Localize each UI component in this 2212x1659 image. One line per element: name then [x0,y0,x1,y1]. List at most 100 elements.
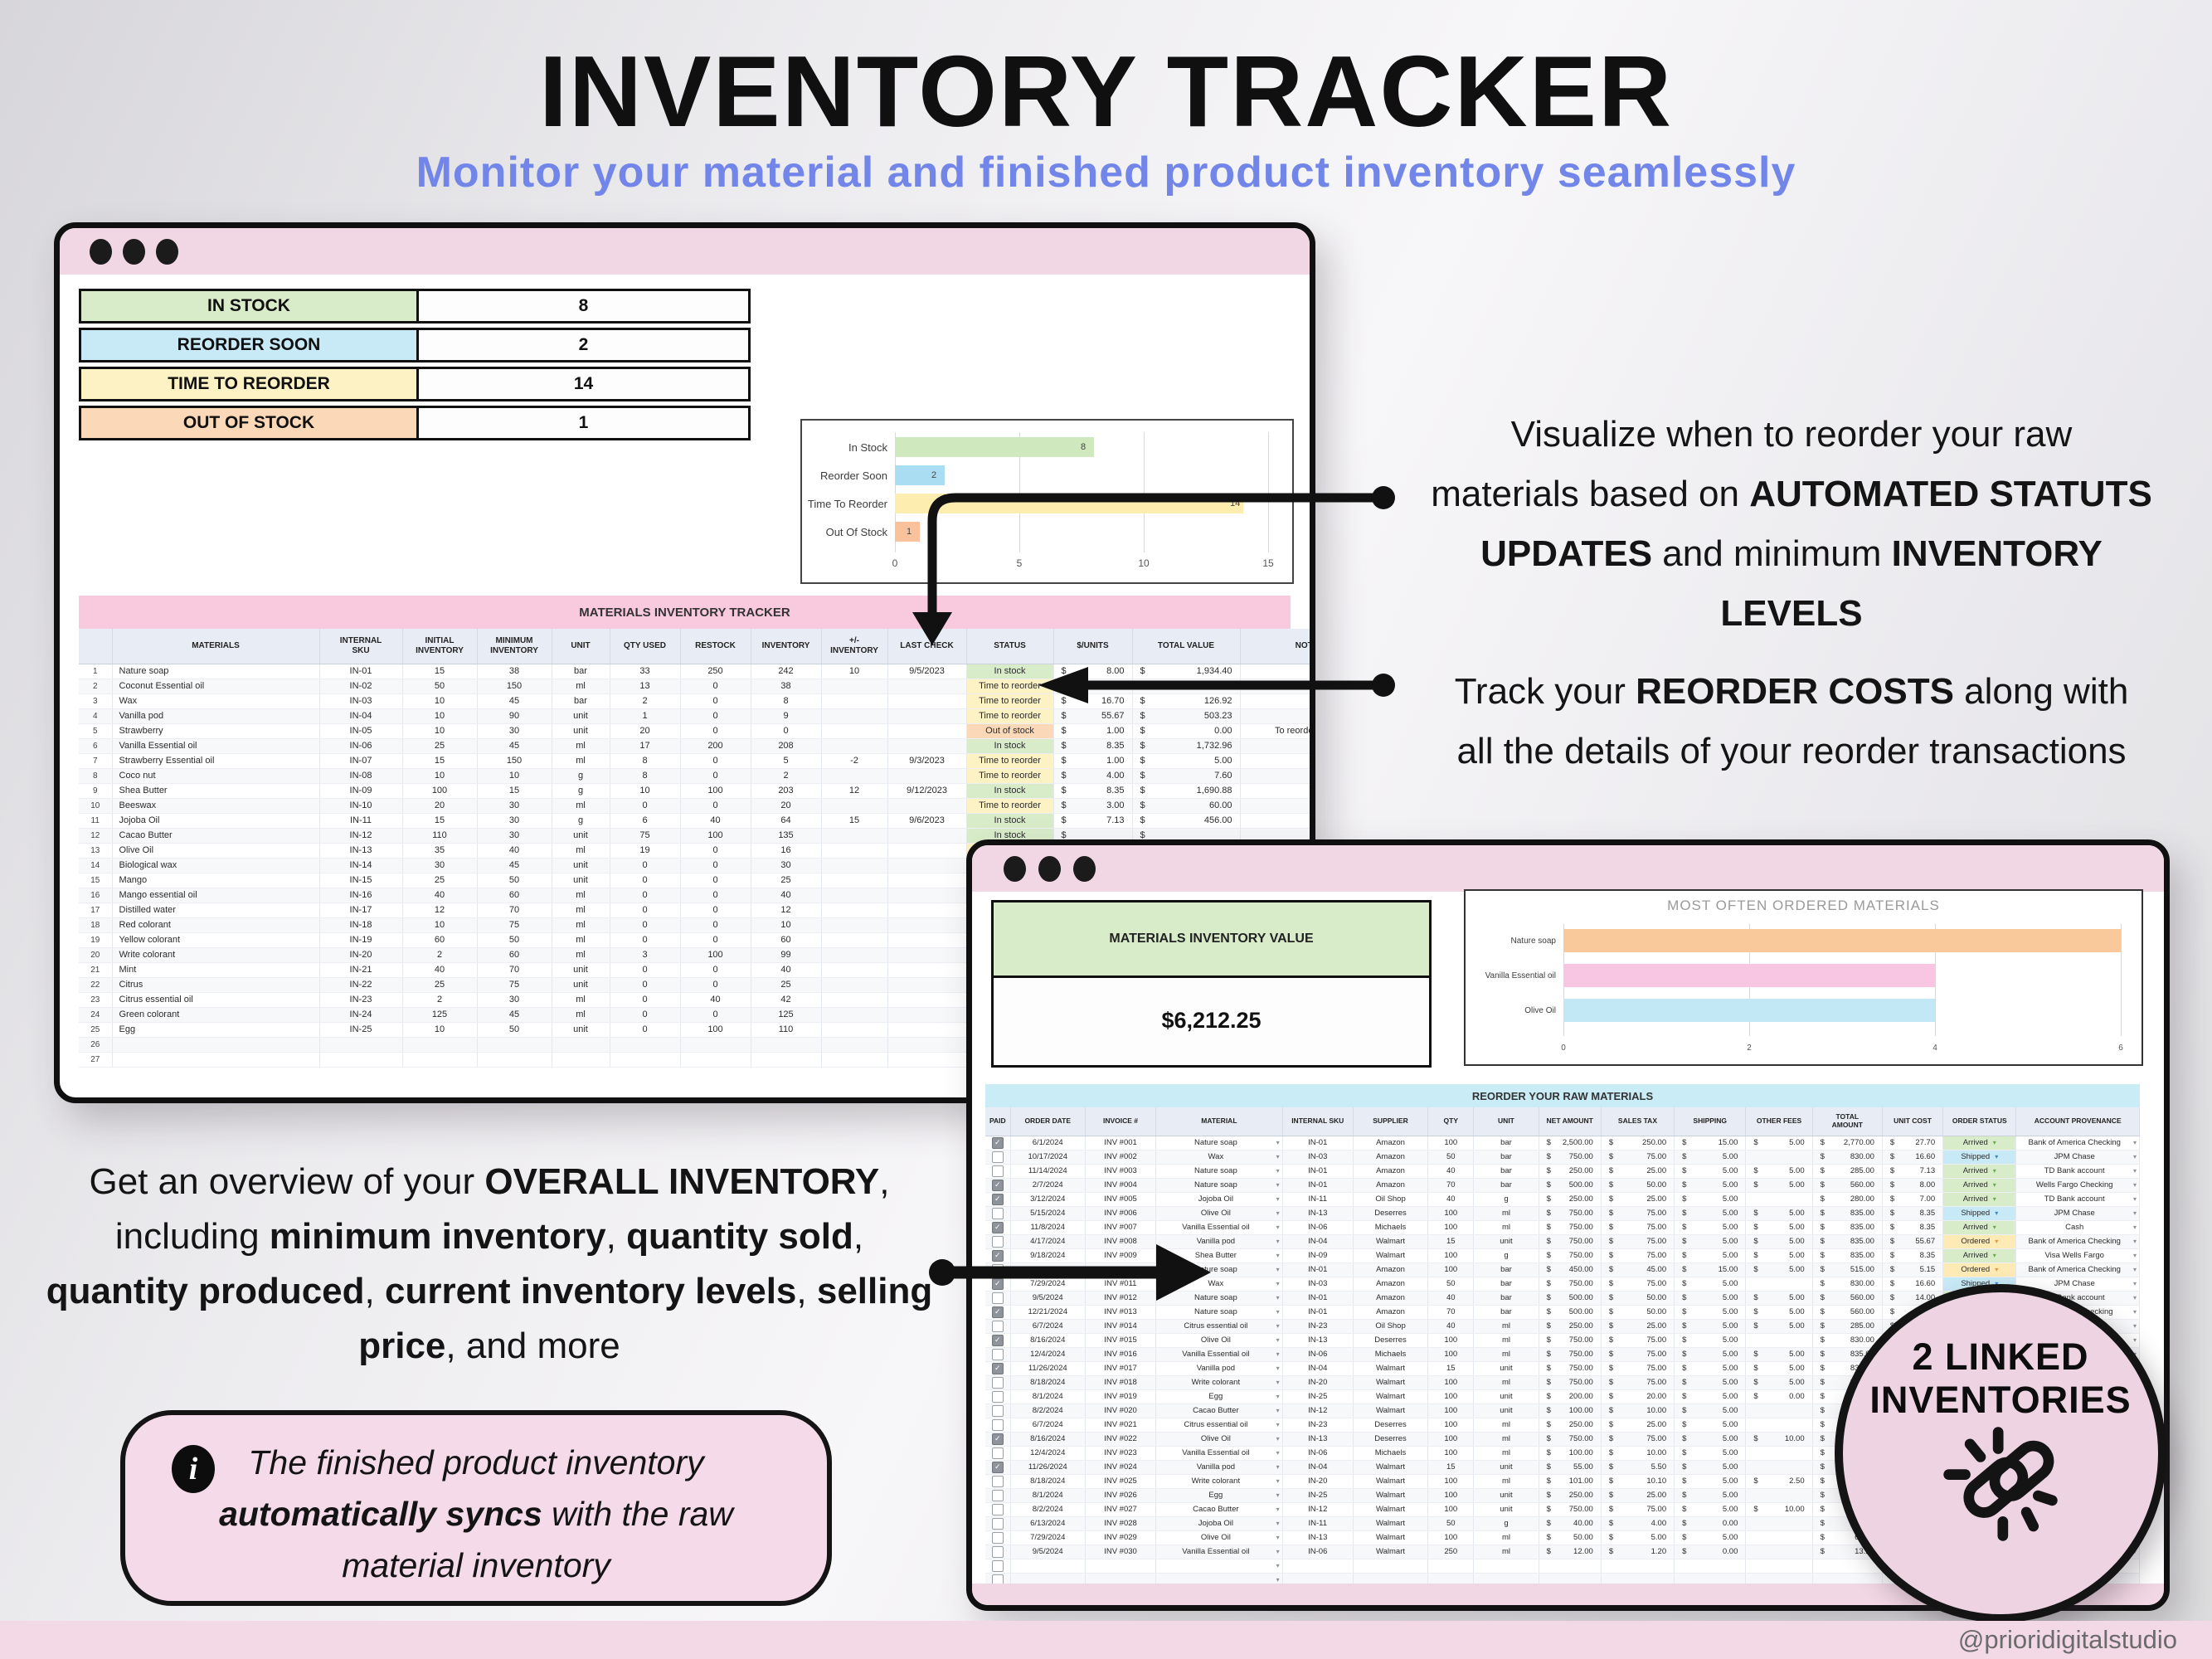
material-dropdown[interactable]: ▾ [1276,1209,1280,1217]
material-dropdown[interactable]: ▾ [1276,1576,1280,1584]
cell[interactable]: Nature soap ▾ [1155,1136,1283,1151]
order-status-chip[interactable]: Ordered▾ [1942,1262,2017,1277]
paid-checkbox[interactable] [991,1179,1004,1191]
cell[interactable]: Nature soap ▾ [1155,1178,1283,1193]
cell[interactable]: Cacao Butter ▾ [1155,1502,1283,1517]
window-dot[interactable] [90,239,112,265]
material-dropdown[interactable]: ▾ [1276,1350,1280,1358]
cell[interactable]: Wax ▾ [1155,1150,1283,1165]
cell[interactable]: Bank of America Checking▾ [2015,1234,2140,1249]
paid-checkbox[interactable] [991,1151,1004,1163]
material-dropdown[interactable]: ▾ [1276,1379,1280,1386]
material-dropdown[interactable]: ▾ [1276,1238,1280,1245]
cell[interactable]: Nature soap ▾ [1155,1305,1283,1320]
paid-checkbox[interactable] [991,1376,1004,1389]
account-dropdown[interactable]: ▾ [2132,1224,2137,1231]
paid-checkbox[interactable] [991,1193,1004,1205]
cell[interactable]: Vanilla Essential oil ▾ [1155,1347,1283,1362]
cell[interactable]: TD Bank account▾ [2015,1192,2140,1207]
window-dot[interactable] [1038,856,1061,882]
material-dropdown[interactable]: ▾ [1276,1520,1280,1527]
order-status-chip[interactable]: Ordered▾ [1942,1234,2017,1249]
cell[interactable]: Olive Oil ▾ [1155,1530,1283,1545]
order-status-chip[interactable]: Shipped▾ [1942,1206,2017,1221]
cell[interactable]: ▾ [1155,1559,1283,1574]
material-dropdown[interactable]: ▾ [1276,1463,1280,1471]
cell[interactable]: Vanilla pod ▾ [1155,1361,1283,1376]
paid-checkbox[interactable] [991,1433,1004,1445]
paid-checkbox[interactable] [991,1207,1004,1219]
paid-checkbox[interactable] [991,1263,1004,1276]
paid-checkbox[interactable] [991,1559,1004,1572]
window-dot[interactable] [1004,856,1026,882]
material-dropdown[interactable]: ▾ [1276,1266,1280,1273]
material-dropdown[interactable]: ▾ [1276,1449,1280,1457]
cell[interactable]: Vanilla Essential oil ▾ [1155,1220,1283,1235]
paid-checkbox[interactable] [991,1503,1004,1515]
paid-checkbox[interactable] [991,1461,1004,1473]
paid-checkbox[interactable] [991,1235,1004,1248]
account-dropdown[interactable]: ▾ [2132,1308,2137,1316]
cell[interactable]: Olive Oil ▾ [1155,1333,1283,1348]
material-dropdown[interactable]: ▾ [1276,1336,1280,1344]
cell[interactable]: Nature soap ▾ [1155,1164,1283,1179]
account-dropdown[interactable]: ▾ [2132,1266,2137,1273]
cell[interactable]: JPM Chase▾ [2015,1150,2140,1165]
material-dropdown[interactable]: ▾ [1276,1421,1280,1428]
paid-checkbox[interactable] [991,1277,1004,1290]
cell[interactable]: JPM Chase▾ [2015,1277,2140,1292]
order-status-chip[interactable]: Arrived▾ [1942,1220,2017,1235]
account-dropdown[interactable]: ▾ [2132,1153,2137,1160]
material-dropdown[interactable]: ▾ [1276,1506,1280,1513]
material-dropdown[interactable]: ▾ [1276,1322,1280,1330]
account-dropdown[interactable]: ▾ [2132,1336,2137,1344]
cell[interactable]: Nature soap ▾ [1155,1262,1283,1277]
paid-checkbox[interactable] [991,1418,1004,1431]
material-dropdown[interactable]: ▾ [1276,1181,1280,1189]
account-dropdown[interactable]: ▾ [2132,1181,2137,1189]
account-dropdown[interactable]: ▾ [2132,1209,2137,1217]
cell[interactable]: TD Bank account▾ [2015,1164,2140,1179]
paid-checkbox[interactable] [991,1165,1004,1177]
window-dot[interactable] [1073,856,1096,882]
account-dropdown[interactable]: ▾ [2132,1280,2137,1287]
material-dropdown[interactable]: ▾ [1276,1280,1280,1287]
cell[interactable]: Vanilla pod ▾ [1155,1460,1283,1475]
material-dropdown[interactable]: ▾ [1276,1491,1280,1499]
cell[interactable]: Bank of America Checking▾ [2015,1136,2140,1151]
cell[interactable]: Cacao Butter ▾ [1155,1404,1283,1418]
paid-checkbox[interactable] [991,1362,1004,1374]
paid-checkbox[interactable] [991,1334,1004,1346]
material-dropdown[interactable]: ▾ [1276,1153,1280,1160]
paid-checkbox[interactable] [991,1545,1004,1558]
order-status-chip[interactable]: Shipped▾ [1942,1150,2017,1165]
cell[interactable]: Write colorant ▾ [1155,1375,1283,1390]
cell[interactable]: Jojoba Oil ▾ [1155,1192,1283,1207]
order-status-chip[interactable]: Arrived▾ [1942,1178,2017,1193]
account-dropdown[interactable]: ▾ [2132,1238,2137,1245]
paid-checkbox[interactable] [991,1249,1004,1262]
account-dropdown[interactable]: ▾ [2132,1294,2137,1301]
cell[interactable]: Wax ▾ [1155,1277,1283,1292]
paid-checkbox[interactable] [991,1531,1004,1544]
account-dropdown[interactable]: ▾ [2132,1139,2137,1146]
material-dropdown[interactable]: ▾ [1276,1562,1280,1569]
cell[interactable]: Shea Butter ▾ [1155,1248,1283,1263]
material-dropdown[interactable]: ▾ [1276,1167,1280,1175]
cell[interactable]: JPM Chase▾ [2015,1206,2140,1221]
cell[interactable]: Write colorant ▾ [1155,1474,1283,1489]
cell[interactable]: Wells Fargo Checking▾ [2015,1178,2140,1193]
paid-checkbox[interactable] [991,1475,1004,1487]
account-dropdown[interactable]: ▾ [2132,1322,2137,1330]
material-dropdown[interactable]: ▾ [1276,1252,1280,1259]
material-dropdown[interactable]: ▾ [1276,1365,1280,1372]
paid-checkbox[interactable] [991,1447,1004,1459]
material-dropdown[interactable]: ▾ [1276,1548,1280,1555]
material-dropdown[interactable]: ▾ [1276,1224,1280,1231]
cell[interactable]: Citrus essential oil ▾ [1155,1319,1283,1334]
material-dropdown[interactable]: ▾ [1276,1294,1280,1301]
cell[interactable]: Cash▾ [2015,1220,2140,1235]
account-dropdown[interactable]: ▾ [2132,1167,2137,1175]
paid-checkbox[interactable] [991,1221,1004,1233]
order-status-chip[interactable]: Arrived▾ [1942,1136,2017,1151]
